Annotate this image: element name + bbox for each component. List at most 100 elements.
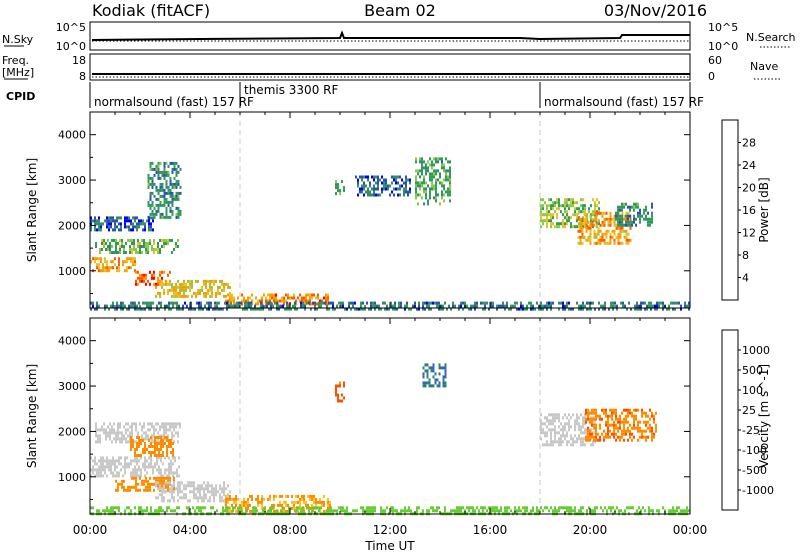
- heatmap-cell: [589, 432, 591, 436]
- heatmap-cell: [222, 307, 224, 311]
- heatmap-cell: [200, 307, 202, 311]
- heatmap-cell: [623, 432, 625, 436]
- heatmap-cell: [215, 490, 217, 494]
- heatmap-cell: [209, 279, 211, 283]
- heatmap-cell: [199, 291, 201, 295]
- heatmap-cell: [151, 273, 153, 277]
- heatmap-cell: [468, 307, 470, 311]
- xtick-label: 00:00: [73, 523, 108, 537]
- heatmap-cell: [92, 506, 94, 510]
- heatmap-cell: [554, 509, 556, 513]
- heatmap-cell: [542, 204, 544, 208]
- heatmap-cell: [581, 232, 584, 236]
- heatmap-cell: [92, 301, 94, 305]
- heatmap-cell: [518, 509, 520, 513]
- heatmap-cell: [562, 307, 564, 311]
- heatmap-cell: [639, 420, 641, 424]
- heatmap-cell: [147, 437, 149, 441]
- heatmap-cell: [161, 239, 163, 242]
- heatmap-cell: [294, 304, 296, 308]
- heatmap-cell: [106, 219, 108, 223]
- heatmap-cell: [266, 304, 268, 308]
- heatmap-cell: [645, 423, 647, 427]
- heatmap-cell: [437, 157, 439, 161]
- heatmap-cell: [112, 471, 114, 475]
- heatmap-cell: [150, 454, 152, 457]
- heatmap-cell: [388, 307, 390, 311]
- heatmap-cell: [311, 503, 313, 507]
- heatmap-cell: [450, 307, 452, 311]
- heatmap-cell: [627, 411, 629, 415]
- heatmap-cell: [121, 482, 123, 486]
- nave-label: Nave: [750, 60, 778, 73]
- heatmap-cell: [352, 509, 354, 513]
- heatmap-cell: [156, 304, 158, 308]
- heatmap-cell: [306, 506, 308, 510]
- heatmap-cell: [144, 301, 146, 305]
- heatmap-cell: [102, 468, 104, 472]
- heatmap-cell: [352, 304, 354, 308]
- heatmap-cell: [594, 307, 596, 311]
- heatmap-cell: [111, 431, 113, 435]
- heatmap-cell: [175, 185, 178, 189]
- heatmap-cell: [381, 190, 383, 194]
- heatmap-cell: [558, 425, 560, 429]
- heatmap-cell: [157, 248, 159, 251]
- heatmap-cell: [629, 205, 631, 209]
- heatmap-cell: [357, 193, 359, 197]
- heatmap-cell: [300, 301, 302, 305]
- heatmap-cell: [110, 219, 112, 223]
- heatmap-cell: [116, 459, 118, 463]
- heatmap-cell: [570, 425, 572, 429]
- heatmap-cell: [645, 429, 647, 433]
- heatmap-cell: [562, 440, 564, 444]
- heatmap-cell: [623, 426, 625, 430]
- heatmap-cell: [109, 428, 111, 432]
- heatmap-cell: [175, 282, 177, 286]
- heatmap-cell: [566, 434, 568, 438]
- heatmap-cell: [572, 440, 574, 444]
- heatmap-cell: [123, 245, 125, 248]
- heatmap-cell: [158, 471, 160, 475]
- heatmap-cell: [564, 307, 566, 311]
- heatmap-cell: [185, 493, 187, 497]
- heatmap-cell: [162, 454, 164, 457]
- heatmap-cell: [617, 241, 620, 245]
- heatmap-cell: [627, 238, 630, 242]
- heatmap-cell: [151, 248, 153, 251]
- heatmap-cell: [504, 506, 506, 510]
- heatmap-cell: [281, 299, 283, 303]
- heatmap-cell: [613, 432, 615, 436]
- power-region-6: [225, 293, 329, 306]
- heatmap-cell: [540, 437, 542, 441]
- heatmap-cell: [592, 443, 594, 447]
- heatmap-cell: [231, 497, 233, 501]
- heatmap-cell: [605, 211, 608, 215]
- heatmap-cell: [161, 479, 163, 483]
- heatmap-cell: [427, 160, 429, 164]
- heatmap-cell: [267, 293, 269, 297]
- heatmap-cell: [468, 506, 470, 510]
- heatmap-cell: [584, 428, 586, 432]
- heatmap-cell: [136, 474, 138, 478]
- heatmap-cell: [165, 242, 167, 245]
- heatmap-cell: [593, 426, 595, 430]
- heatmap-cell: [193, 496, 195, 500]
- heatmap-cell: [437, 193, 439, 197]
- heatmap-cell: [612, 301, 614, 305]
- heatmap-cell: [478, 509, 480, 513]
- heatmap-cell: [177, 279, 179, 283]
- heatmap-cell: [554, 413, 556, 417]
- heatmap-cell: [627, 408, 629, 412]
- heatmap-cell: [327, 296, 329, 300]
- heatmap-cell: [435, 187, 437, 191]
- heatmap-cell: [100, 471, 102, 475]
- heatmap-cell: [410, 509, 412, 513]
- heatmap-cell: [119, 437, 121, 441]
- heatmap-cell: [564, 425, 566, 429]
- heatmap-cell: [621, 220, 623, 224]
- heatmap-cell: [165, 431, 167, 435]
- heatmap-cell: [101, 425, 103, 429]
- heatmap-cell: [238, 509, 240, 513]
- heatmap-cell: [629, 411, 631, 415]
